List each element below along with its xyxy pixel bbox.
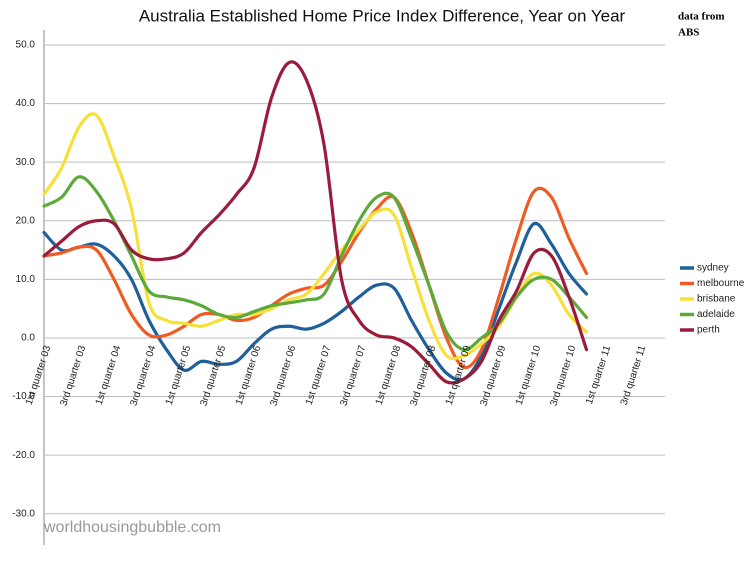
series-line xyxy=(42,186,589,370)
series-line xyxy=(42,60,589,385)
x-tick-label: 3rd quarter 03 xyxy=(58,344,88,408)
watermark: worldhousingbubble.com xyxy=(43,519,221,536)
x-tick-label: 3rd quarter 04 xyxy=(128,344,158,408)
x-tick-label: 3rd quarter 05 xyxy=(198,344,228,408)
legend-label: sydney xyxy=(697,263,729,274)
series-line xyxy=(42,221,589,382)
y-tick-label: 20.0 xyxy=(16,215,36,226)
y-tick-label: 0.0 xyxy=(21,333,35,344)
y-tick-label: -30.0 xyxy=(12,508,35,519)
x-tick-label: 3rd quarter 10 xyxy=(548,344,578,408)
legend-label: brisbane xyxy=(697,294,736,305)
series-line xyxy=(42,112,589,361)
series-line xyxy=(42,175,589,352)
source-note: data from xyxy=(678,11,725,23)
legend-label: perth xyxy=(697,325,720,336)
y-tick-label: 30.0 xyxy=(16,157,36,168)
y-tick-label: 50.0 xyxy=(16,40,36,51)
y-tick-label: -10.0 xyxy=(12,391,35,402)
legend-label: melbourne xyxy=(697,278,745,289)
y-tick-label: 10.0 xyxy=(16,274,36,285)
x-tick-label: 3rd quarter 08 xyxy=(408,344,438,408)
y-tick-label: -20.0 xyxy=(12,450,35,461)
y-tick-label: 40.0 xyxy=(16,98,36,109)
x-tick-label: 3rd quarter 07 xyxy=(338,344,368,408)
chart-title: Australia Established Home Price Index D… xyxy=(139,6,626,25)
legend-label: adelaide xyxy=(697,309,735,320)
x-tick-label: 3rd quarter 11 xyxy=(619,344,649,407)
x-tick-label: 3rd quarter 06 xyxy=(268,344,298,408)
source-note: ABS xyxy=(678,27,699,39)
